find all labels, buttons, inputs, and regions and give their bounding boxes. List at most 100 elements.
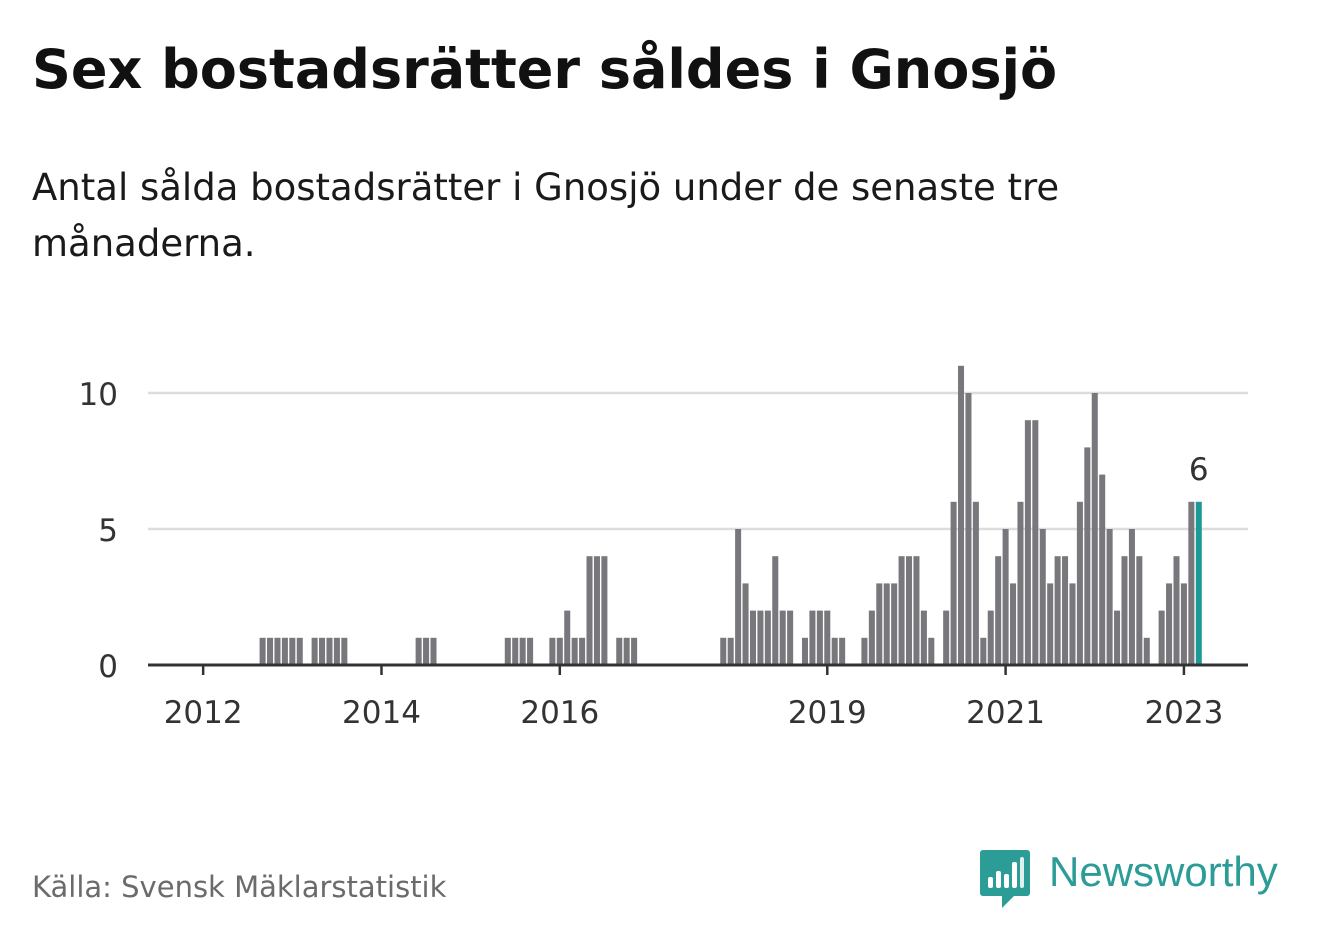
labels: 0 5 10 6 2012 2014 2016 2019 2021 2023 bbox=[79, 377, 1224, 731]
y-tick-label: 5 bbox=[98, 513, 118, 549]
source-note: Källa: Svensk Mäklarstatistik bbox=[32, 870, 447, 904]
x-tick-label: 2019 bbox=[788, 695, 867, 731]
bar bbox=[1143, 637, 1150, 665]
bar bbox=[1032, 420, 1039, 665]
bar bbox=[1180, 583, 1187, 665]
bar bbox=[571, 637, 578, 665]
bar bbox=[987, 610, 994, 665]
bar bbox=[281, 637, 288, 665]
x-tick-label: 2021 bbox=[966, 695, 1045, 731]
bar bbox=[727, 637, 734, 665]
bar bbox=[289, 637, 296, 665]
bar bbox=[898, 556, 905, 665]
bar bbox=[1054, 556, 1061, 665]
bar bbox=[430, 637, 437, 665]
bar bbox=[787, 610, 794, 665]
bar bbox=[274, 637, 281, 665]
bar bbox=[913, 556, 920, 665]
chart-title: Sex bostadsrätter såldes i Gnosjö bbox=[32, 38, 1058, 101]
bar bbox=[631, 637, 638, 665]
bar bbox=[259, 637, 266, 665]
chart-subtitle: Antal sålda bostadsrätter i Gnosjö under… bbox=[32, 166, 1060, 265]
bar bbox=[556, 637, 563, 665]
bar bbox=[423, 637, 430, 665]
bar bbox=[779, 610, 786, 665]
bar bbox=[757, 610, 764, 665]
bar bbox=[319, 637, 326, 665]
bar bbox=[868, 610, 875, 665]
bar bbox=[326, 637, 333, 665]
bar bbox=[1047, 583, 1054, 665]
bar bbox=[1106, 529, 1113, 665]
bar bbox=[965, 393, 972, 665]
bar bbox=[504, 637, 511, 665]
x-tick-label: 2012 bbox=[164, 695, 243, 731]
bar bbox=[928, 637, 935, 665]
bar bbox=[267, 637, 274, 665]
bar bbox=[749, 610, 756, 665]
bar bbox=[616, 637, 623, 665]
bar bbox=[1114, 610, 1121, 665]
bar bbox=[883, 583, 890, 665]
bar bbox=[772, 556, 779, 665]
bar bbox=[623, 637, 630, 665]
bar bbox=[980, 637, 987, 665]
bar bbox=[579, 637, 586, 665]
bar bbox=[311, 637, 318, 665]
bar bbox=[735, 529, 742, 665]
gridlines bbox=[148, 391, 1248, 531]
y-tick-label: 0 bbox=[98, 649, 118, 685]
bar bbox=[824, 610, 831, 665]
bar bbox=[891, 583, 898, 665]
bar bbox=[415, 637, 422, 665]
bar bbox=[809, 610, 816, 665]
bar bbox=[333, 637, 340, 665]
bar bbox=[831, 637, 838, 665]
bar bbox=[1121, 556, 1128, 665]
x-tick-label: 2023 bbox=[1144, 695, 1223, 731]
bar bbox=[1024, 420, 1031, 665]
bar bbox=[341, 637, 348, 665]
bar bbox=[972, 501, 979, 665]
bar bbox=[764, 610, 771, 665]
bar bbox=[801, 637, 809, 665]
bar bbox=[861, 637, 868, 665]
bar bbox=[1166, 583, 1173, 665]
bar bbox=[1062, 556, 1069, 665]
bar bbox=[549, 637, 556, 665]
bar bbox=[958, 365, 965, 665]
bar bbox=[519, 637, 526, 665]
bar bbox=[1136, 556, 1143, 665]
bar-highlight bbox=[1195, 501, 1202, 665]
bar-chart: 0 5 10 6 2012 2014 2016 2019 2021 2023 bbox=[79, 365, 1248, 731]
bar bbox=[1084, 447, 1091, 665]
bar bbox=[1091, 393, 1098, 665]
bars bbox=[259, 365, 1202, 665]
bar bbox=[564, 610, 571, 665]
bar-chart-speech-bubble-icon bbox=[980, 850, 1030, 908]
axes bbox=[148, 663, 1248, 675]
bar bbox=[816, 610, 823, 665]
bar bbox=[1128, 529, 1135, 665]
brand-name[interactable]: Newsworthy bbox=[1049, 848, 1278, 895]
bar bbox=[1076, 501, 1083, 665]
bar bbox=[296, 637, 303, 665]
bar bbox=[920, 610, 927, 665]
bar bbox=[1158, 610, 1165, 665]
bar bbox=[1002, 529, 1009, 665]
bar bbox=[1099, 474, 1106, 665]
bar bbox=[1188, 501, 1195, 665]
bar bbox=[527, 637, 534, 665]
bar bbox=[720, 637, 727, 665]
bar bbox=[906, 556, 913, 665]
bar bbox=[839, 637, 846, 665]
bar bbox=[995, 556, 1002, 665]
bar bbox=[1039, 529, 1046, 665]
bar bbox=[1010, 583, 1017, 665]
bar bbox=[1069, 583, 1076, 665]
bar bbox=[512, 637, 519, 665]
bar bbox=[601, 556, 608, 665]
bar bbox=[876, 583, 883, 665]
bar bbox=[950, 501, 957, 665]
bar bbox=[593, 556, 600, 665]
